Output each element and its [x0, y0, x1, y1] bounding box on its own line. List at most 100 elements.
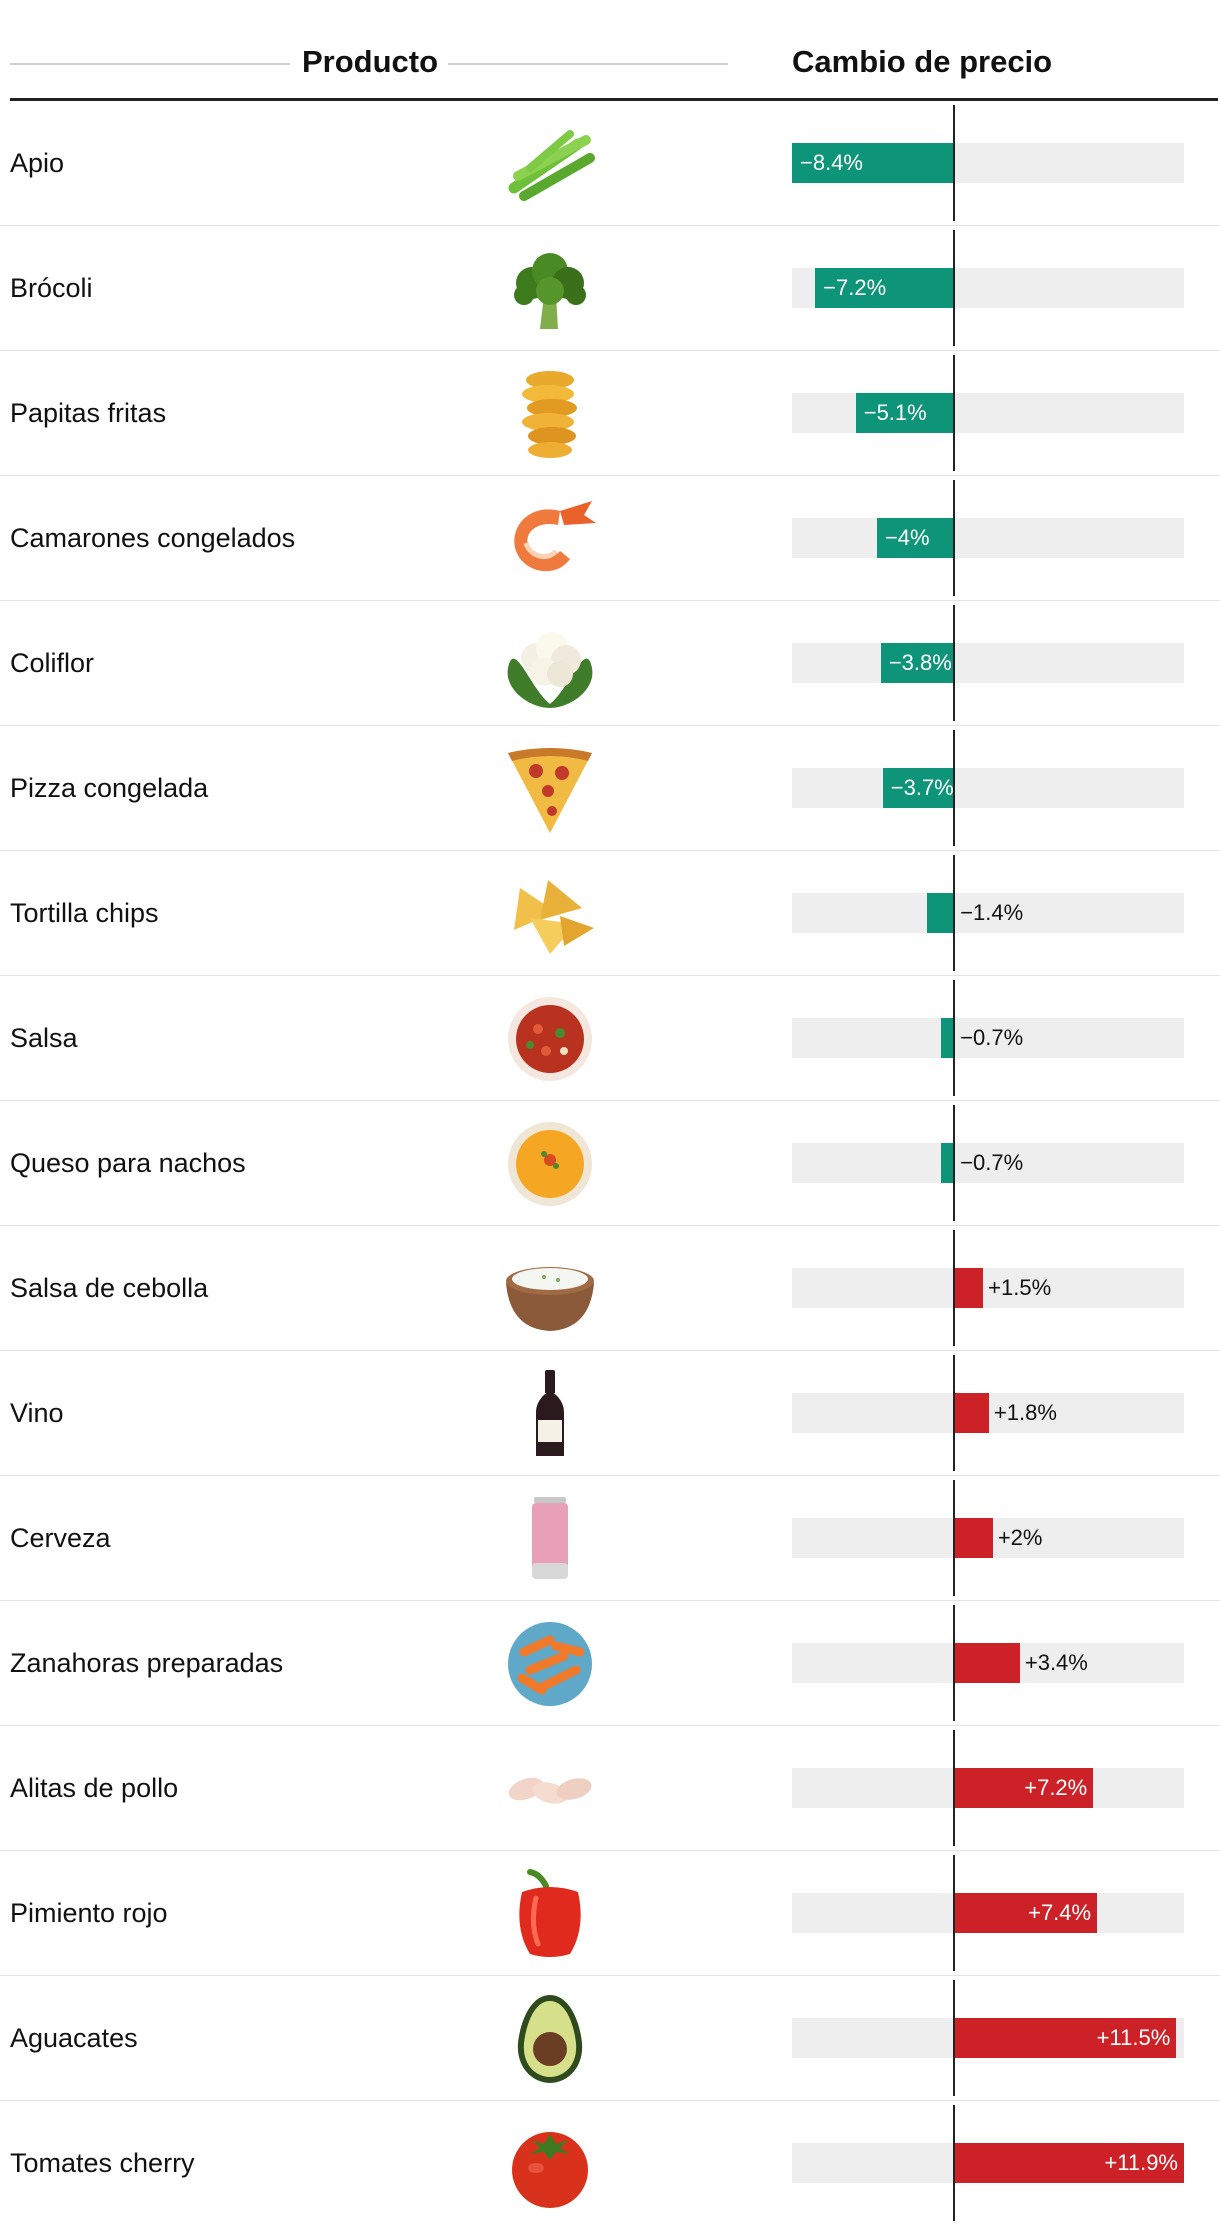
value-label: +7.4%: [1028, 1900, 1092, 1925]
price-change-bar: [940, 1143, 955, 1183]
row-pizza-congelada: Pizza congelada −3.7%: [0, 726, 1220, 851]
row-papitas-fritas: Papitas fritas −5.1%: [0, 351, 1220, 476]
price-change-bar: [927, 893, 955, 933]
bar-track: [792, 393, 1184, 433]
row-tomates-cherry: Tomates cherry +11.9%: [0, 2101, 1220, 2226]
value-label: −0.7%: [960, 1025, 1024, 1050]
row-salsa: Salsa −0.7%: [0, 976, 1220, 1101]
row-aguacates: Aguacates +11.5%: [0, 1976, 1220, 2101]
price-change-bar: [954, 2018, 1177, 2058]
value-label: −0.7%: [960, 1150, 1024, 1175]
bar-track: [792, 1268, 1184, 1308]
value-label: −7.2%: [823, 275, 887, 300]
zero-axis-line: [953, 1355, 956, 1471]
baby-carrots-icon: [500, 1618, 600, 1710]
potato-chips-icon: [500, 368, 600, 460]
row-cerveza: Cerveza +2%: [0, 1476, 1220, 1601]
product-label: Pizza congelada: [10, 773, 209, 803]
tortilla-chips-icon: [500, 868, 600, 960]
price-change-bar: [815, 268, 955, 308]
zero-axis-line: [953, 1605, 956, 1721]
product-label: Pimiento rojo: [10, 1898, 168, 1928]
product-label: Tortilla chips: [10, 898, 159, 928]
bar-track: [792, 1018, 1184, 1058]
product-column-header: Producto: [302, 44, 439, 79]
zero-axis-line: [953, 855, 956, 971]
zero-axis-line: [953, 355, 956, 471]
product-label: Salsa de cebolla: [10, 1273, 209, 1303]
tomato-icon: [500, 2118, 600, 2210]
zero-axis-line: [953, 480, 956, 596]
price-change-bar: [855, 393, 955, 433]
zero-axis-line: [953, 2105, 956, 2221]
price-change-bar: [876, 518, 955, 558]
bar-track: [792, 643, 1184, 683]
zero-axis-line: [953, 230, 956, 346]
row-queso-para-nachos: Queso para nachos −0.7%: [0, 1101, 1220, 1226]
zero-axis-line: [953, 730, 956, 846]
value-label: −3.8%: [888, 650, 952, 675]
value-label: −1.4%: [960, 900, 1024, 925]
product-label: Camarones congelados: [10, 523, 296, 553]
zero-axis-line: [953, 1480, 956, 1596]
price-change-bar: [954, 1893, 1098, 1933]
value-label: −3.7%: [890, 775, 954, 800]
zero-axis-line: [953, 605, 956, 721]
value-label: +11.5%: [1096, 2025, 1171, 2050]
value-label: +11.9%: [1104, 2150, 1178, 2175]
price-change-bar: [954, 1393, 989, 1433]
bar-track: [792, 1143, 1184, 1183]
wine-bottle-icon: [500, 1368, 600, 1460]
zero-axis-line: [953, 105, 956, 221]
price-change-bar: [882, 768, 955, 808]
row-tortilla-chips: Tortilla chips −1.4%: [0, 851, 1220, 976]
product-label: Alitas de pollo: [10, 1773, 179, 1803]
price-change-bar: [880, 643, 955, 683]
value-label: +3.4%: [1024, 1650, 1088, 1675]
row-salsa-de-cebolla: Salsa de cebolla +1.5%: [0, 1226, 1220, 1351]
row-pimiento-rojo: Pimiento rojo +7.4%: [0, 1851, 1220, 1976]
row-alitas-de-pollo: Alitas de pollo +7.2%: [0, 1726, 1220, 1851]
product-label: Apio: [10, 148, 65, 178]
chicken-wings-icon: [500, 1743, 600, 1835]
product-label: Vino: [10, 1398, 64, 1428]
price-change-bar: [954, 1518, 993, 1558]
row-vino: Vino +1.8%: [0, 1351, 1220, 1476]
shrimp-icon: [500, 493, 600, 585]
value-label: −8.4%: [800, 150, 863, 175]
zero-axis-line: [953, 1980, 956, 2096]
header-divider: [10, 98, 1218, 101]
broccoli-icon: [500, 243, 600, 335]
salsa-bowl-icon: [500, 993, 600, 1085]
value-label: +7.2%: [1024, 1775, 1088, 1800]
product-label: Coliflor: [10, 648, 95, 678]
bar-track: [792, 768, 1184, 808]
product-label: Brócoli: [10, 273, 93, 303]
cauliflower-icon: [500, 618, 600, 710]
row-apio: Apio −8.4%: [0, 101, 1220, 226]
header-rule-right: [448, 63, 728, 65]
value-label: −4%: [884, 525, 930, 550]
nacho-cheese-bowl-icon: [500, 1118, 600, 1210]
zero-axis-line: [953, 980, 956, 1096]
pizza-slice-icon: [500, 743, 600, 835]
bar-track: [792, 518, 1184, 558]
price-change-bar: [792, 143, 955, 183]
product-label: Salsa: [10, 1023, 78, 1053]
product-label: Aguacates: [10, 2023, 138, 2053]
beer-can-icon: [500, 1493, 600, 1585]
price-change-bar: [954, 1268, 984, 1308]
price-change-bar: [954, 1768, 1094, 1808]
row-camarones-congelados: Camarones congelados −4%: [0, 476, 1220, 601]
value-label: −5.1%: [863, 400, 927, 425]
product-label: Zanahoras preparadas: [10, 1648, 284, 1678]
zero-axis-line: [953, 1230, 956, 1346]
bar-track: [792, 893, 1184, 933]
price-change-bar: [954, 2143, 1184, 2183]
red-pepper-icon: [500, 1868, 600, 1960]
celery-icon: [500, 118, 600, 210]
product-label: Papitas fritas: [10, 398, 167, 428]
value-label: +1.5%: [988, 1275, 1052, 1300]
price-change-bar: [954, 1643, 1020, 1683]
value-label: +2%: [997, 1525, 1043, 1550]
